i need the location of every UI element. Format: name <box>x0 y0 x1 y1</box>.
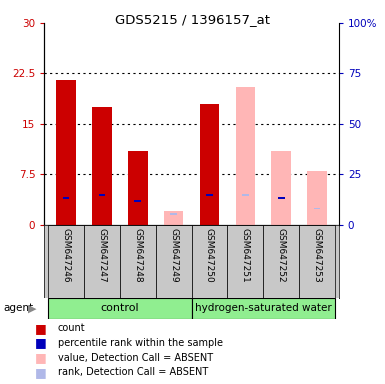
Bar <box>84 225 120 298</box>
Bar <box>242 194 249 196</box>
Text: control: control <box>100 303 139 313</box>
Text: rank, Detection Call = ABSENT: rank, Detection Call = ABSENT <box>58 367 208 377</box>
Bar <box>164 211 184 225</box>
Text: ▶: ▶ <box>28 303 36 313</box>
Text: GSM647250: GSM647250 <box>205 228 214 282</box>
Bar <box>278 197 285 199</box>
Bar <box>56 80 76 225</box>
Text: value, Detection Call = ABSENT: value, Detection Call = ABSENT <box>58 353 213 362</box>
Bar <box>192 225 228 298</box>
Text: hydrogen-saturated water: hydrogen-saturated water <box>195 303 332 313</box>
Bar <box>128 151 147 225</box>
Text: count: count <box>58 323 85 333</box>
Text: GSM647248: GSM647248 <box>133 228 142 282</box>
Bar <box>236 87 255 225</box>
Text: GDS5215 / 1396157_at: GDS5215 / 1396157_at <box>115 13 270 26</box>
Bar <box>156 225 192 298</box>
Text: percentile rank within the sample: percentile rank within the sample <box>58 338 223 348</box>
Bar <box>228 225 263 298</box>
Text: ■: ■ <box>35 336 47 349</box>
Text: GSM647247: GSM647247 <box>97 228 106 282</box>
Bar <box>92 107 112 225</box>
Bar <box>314 207 320 209</box>
Text: ■: ■ <box>35 366 47 379</box>
Bar <box>170 213 177 215</box>
Bar <box>192 298 335 319</box>
Text: agent: agent <box>4 303 34 313</box>
Bar <box>99 194 105 196</box>
Bar <box>263 225 299 298</box>
Text: GSM647253: GSM647253 <box>313 228 322 282</box>
Text: ■: ■ <box>35 322 47 335</box>
Bar <box>271 151 291 225</box>
Text: GSM647249: GSM647249 <box>169 228 178 282</box>
Text: GSM647246: GSM647246 <box>61 228 70 282</box>
Text: GSM647251: GSM647251 <box>241 228 250 282</box>
Bar <box>299 225 335 298</box>
Bar <box>63 197 69 199</box>
Bar <box>120 225 156 298</box>
Bar <box>206 194 213 195</box>
Bar <box>48 225 84 298</box>
Bar <box>134 200 141 202</box>
Text: ■: ■ <box>35 351 47 364</box>
Bar <box>307 171 327 225</box>
Bar <box>199 104 219 225</box>
Bar <box>48 298 192 319</box>
Bar <box>271 151 291 225</box>
Text: GSM647252: GSM647252 <box>277 228 286 282</box>
